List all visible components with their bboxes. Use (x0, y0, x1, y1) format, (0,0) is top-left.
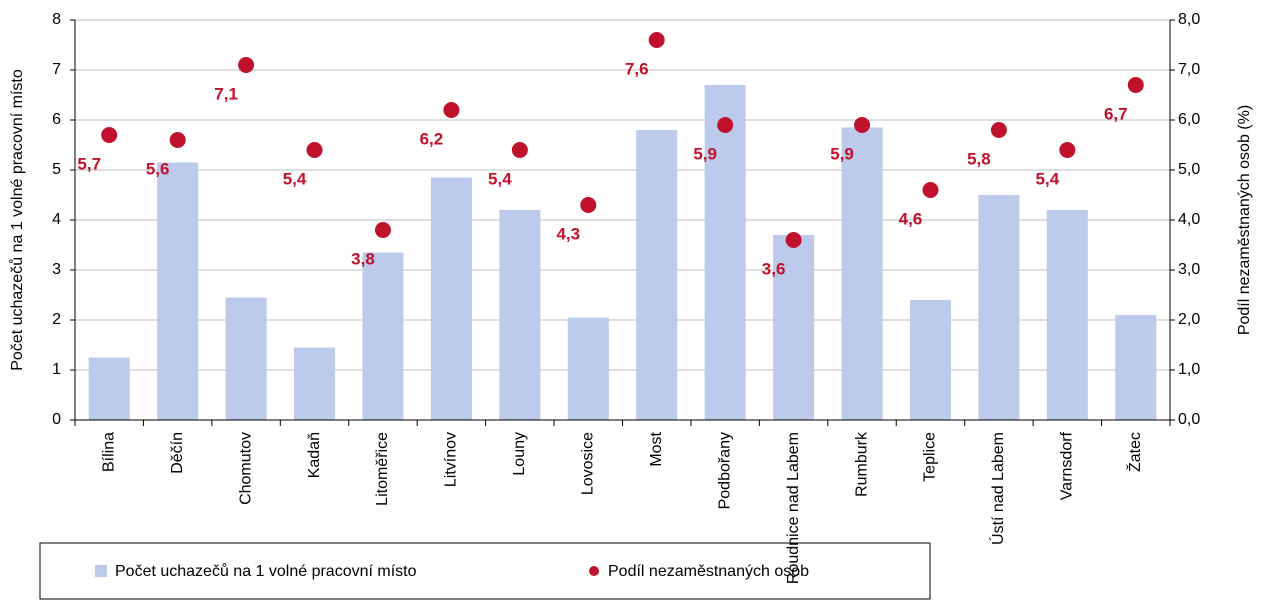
y2-tick-label: 5,0 (1178, 161, 1200, 178)
value-label: 5,8 (967, 149, 991, 168)
value-label: 5,4 (1036, 169, 1060, 188)
y-tick-label: 1 (52, 361, 61, 378)
bar (636, 130, 678, 420)
bar (225, 297, 267, 420)
bar (88, 357, 130, 420)
y-tick-label: 4 (52, 211, 61, 228)
y-tick-label: 0 (52, 411, 61, 428)
y2-tick-label: 8,0 (1178, 11, 1200, 28)
bar (978, 195, 1020, 420)
y2-tick-label: 2,0 (1178, 311, 1200, 328)
dot (922, 182, 939, 198)
value-label: 3,6 (762, 259, 786, 278)
y2-tick-label: 1,0 (1178, 361, 1200, 378)
y2-tick-label: 3,0 (1178, 261, 1200, 278)
dot (101, 127, 118, 143)
x-tick-label: Most (648, 431, 665, 466)
legend-label: Počet uchazečů na 1 volné pracovní místo (115, 562, 417, 580)
value-label: 5,7 (77, 154, 101, 173)
y2-tick-label: 6,0 (1178, 111, 1200, 128)
x-tick-label: Děčín (169, 432, 186, 474)
value-label: 4,6 (899, 209, 923, 228)
x-tick-label: Ústí nad Labem (988, 432, 1007, 545)
x-tick-label: Bílina (100, 432, 117, 472)
x-tick-label: Teplice (922, 432, 939, 482)
legend-swatch (589, 566, 599, 576)
y-tick-label: 6 (52, 111, 61, 128)
legend-box (39, 542, 931, 600)
value-label: 5,9 (693, 144, 717, 163)
dot (238, 57, 255, 73)
bar (704, 85, 746, 420)
y2-tick-label: 0,0 (1178, 411, 1200, 428)
x-tick-label: Louny (511, 432, 528, 476)
dot (1059, 142, 1076, 158)
dot (648, 32, 665, 48)
x-tick-label: Chomutov (237, 432, 254, 505)
dot (511, 142, 528, 158)
x-tick-label: Rumburk (853, 431, 870, 497)
bar (1115, 315, 1157, 420)
y2-axis-label: Podíl nezaměstnaných osob (%) (1236, 105, 1253, 335)
bar (841, 127, 883, 420)
value-label: 6,2 (420, 129, 444, 148)
value-label: 7,6 (625, 59, 649, 78)
y2-tick-label: 4,0 (1178, 211, 1200, 228)
y2-tick-label: 7,0 (1178, 61, 1200, 78)
x-tick-label: Žatec (1125, 432, 1144, 472)
bar (362, 252, 404, 420)
dot (443, 102, 460, 118)
y-tick-label: 5 (52, 161, 61, 178)
dot (854, 117, 871, 133)
y-axis-label: Počet uchazečů na 1 volné pracovní místo (8, 69, 26, 371)
x-tick-label: Roudnice nad Labem (785, 432, 802, 584)
value-label: 4,3 (556, 224, 580, 243)
y-tick-label: 3 (52, 261, 61, 278)
value-label: 6,7 (1104, 104, 1128, 123)
bar (567, 317, 609, 420)
legend-swatch (95, 565, 107, 577)
dot (1127, 77, 1144, 93)
y-tick-label: 2 (52, 311, 61, 328)
value-label: 3,8 (351, 249, 375, 268)
bar (499, 210, 541, 420)
x-tick-label: Varnsdorf (1059, 431, 1076, 500)
x-tick-label: Kadaň (306, 432, 323, 478)
value-label: 5,6 (146, 159, 170, 178)
x-tick-label: Litoměřice (374, 432, 391, 506)
bar (773, 235, 815, 420)
x-tick-label: Litvínov (443, 432, 460, 487)
value-label: 7,1 (214, 84, 238, 103)
y-tick-label: 8 (52, 11, 61, 28)
bar (909, 300, 951, 420)
value-label: 5,4 (283, 169, 307, 188)
dot (374, 222, 391, 238)
dot (306, 142, 323, 158)
bar (1046, 210, 1088, 420)
x-tick-label: Lovosice (580, 432, 597, 495)
dot (580, 197, 597, 213)
dot (990, 122, 1007, 138)
dot (717, 117, 734, 133)
bar (430, 177, 472, 420)
y-tick-label: 7 (52, 61, 61, 78)
dot (785, 232, 802, 248)
value-label: 5,9 (830, 144, 854, 163)
bar (157, 162, 199, 420)
value-label: 5,4 (488, 169, 512, 188)
legend-label: Podíl nezaměstnaných osob (608, 563, 809, 580)
dot (169, 132, 186, 148)
bar (294, 347, 336, 420)
x-tick-label: Podbořany (716, 432, 733, 509)
